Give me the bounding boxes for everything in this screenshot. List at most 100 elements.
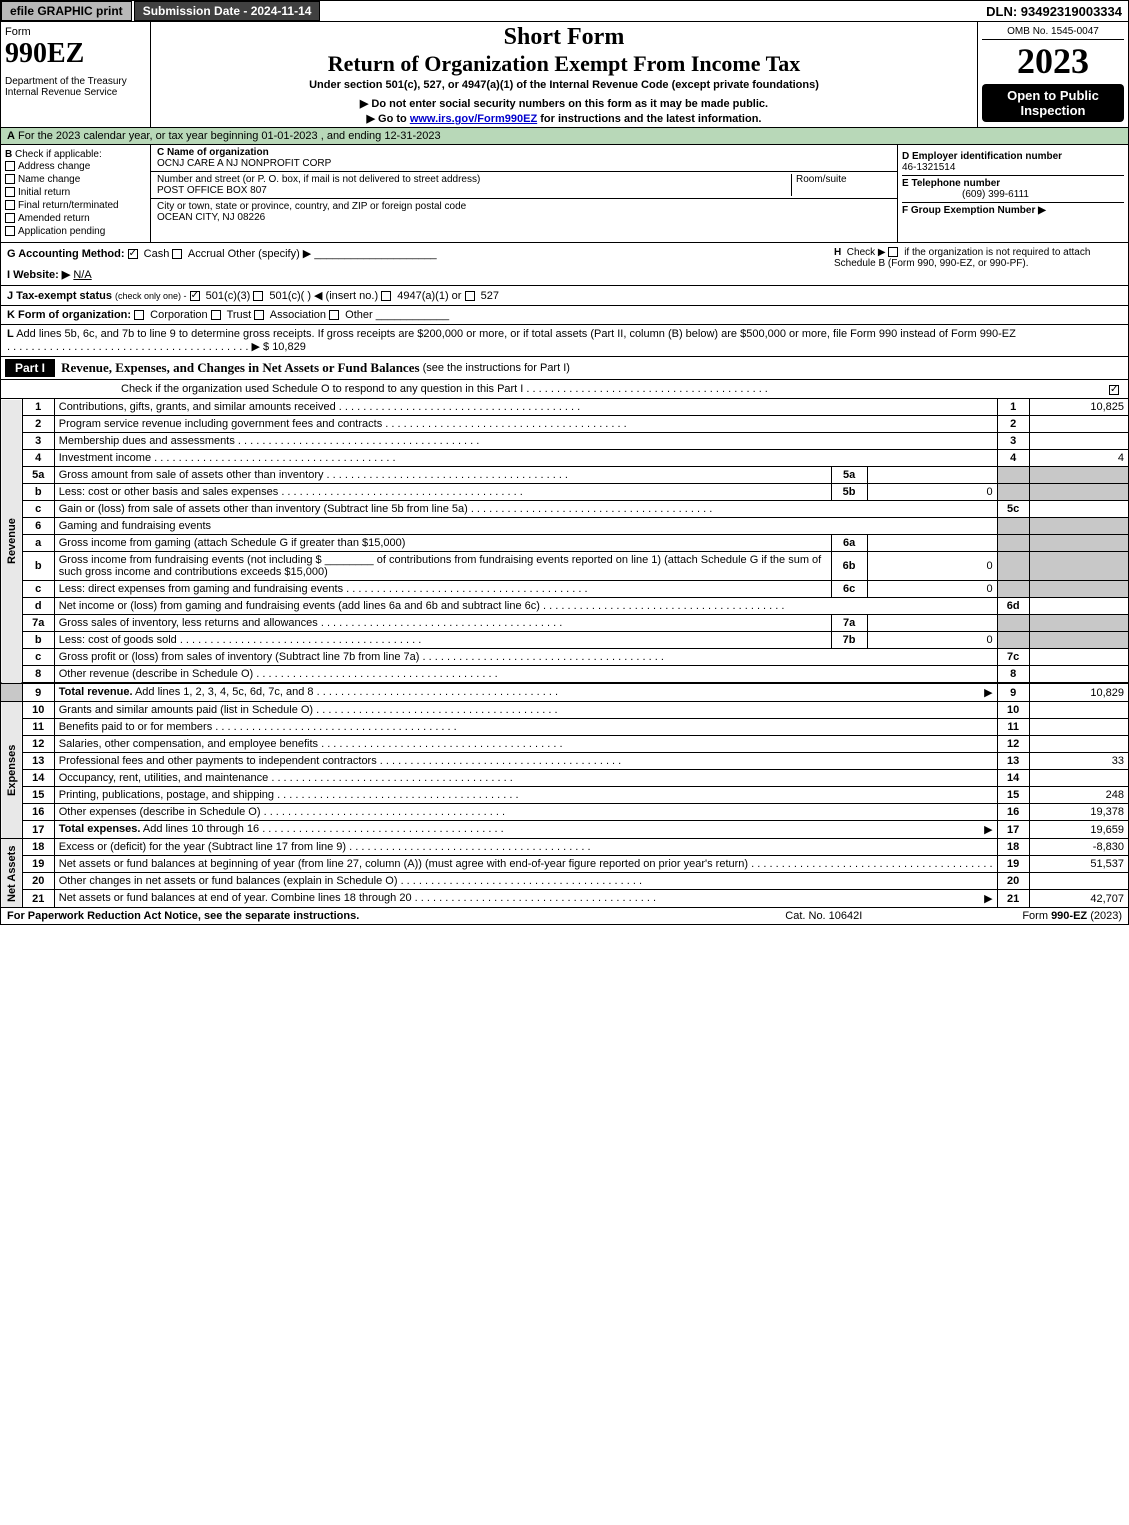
sidebar-expenses: Expenses [1, 702, 23, 839]
line-6d-value [1029, 598, 1128, 615]
line-10-value [1029, 702, 1128, 719]
line-6a-value [867, 535, 997, 552]
footer-cat-no: Cat. No. 10642I [785, 910, 862, 922]
footer-form-ref: Form 990-EZ (2023) [1022, 910, 1122, 922]
check-cash[interactable] [128, 249, 138, 259]
short-form-title: Short Form [159, 24, 969, 51]
goto-link-text: ▶ Go to www.irs.gov/Form990EZ for instru… [159, 112, 969, 125]
section-gh: G Accounting Method: Cash Accrual Other … [0, 242, 1129, 286]
g-label: G Accounting Method: [7, 248, 125, 260]
check-name-change[interactable]: Name change [5, 173, 146, 186]
section-bcd: B Check if applicable: Address change Na… [0, 145, 1129, 242]
c-street-label: Number and street (or P. O. box, if mail… [157, 174, 480, 185]
line-2-value [1029, 416, 1128, 433]
line-3-value [1029, 433, 1128, 450]
section-j: J Tax-exempt status (check only one) - 5… [0, 286, 1129, 306]
line-17-value: 19,659 [1029, 821, 1128, 839]
check-501c3[interactable] [190, 291, 200, 301]
h-schedule-b: H Check ▶ if the organization is not req… [828, 243, 1128, 285]
check-amended-return[interactable]: Amended return [5, 212, 146, 225]
line-20-value [1029, 873, 1128, 890]
line-7c-value [1029, 649, 1128, 666]
line-15-value: 248 [1029, 787, 1128, 804]
part-1-sub: (see the instructions for Part I) [423, 362, 570, 374]
tax-year: 2023 [982, 40, 1124, 82]
h-label: H [834, 247, 841, 258]
b-check-label: Check if applicable: [15, 149, 102, 160]
line-13-value: 33 [1029, 753, 1128, 770]
line-5c-value [1029, 501, 1128, 518]
line-11-value [1029, 719, 1128, 736]
org-street: POST OFFICE BOX 807 [157, 185, 267, 196]
l-label: L [7, 328, 14, 340]
department-label: Department of the Treasury Internal Reve… [5, 76, 146, 98]
part-1-label: Part I [5, 359, 55, 377]
check-other[interactable] [329, 310, 339, 320]
do-not-enter-text: ▶ Do not enter social security numbers o… [159, 97, 969, 110]
line-7b-value: 0 [867, 632, 997, 649]
line-8-value [1029, 666, 1128, 684]
line-1-value: 10,825 [1029, 399, 1128, 416]
line-5a-value [867, 467, 997, 484]
line-14-value [1029, 770, 1128, 787]
check-527[interactable] [465, 291, 475, 301]
column-c: C Name of organization OCNJ CARE A NJ NO… [151, 145, 898, 242]
l-amount: $ 10,829 [263, 341, 306, 353]
check-trust[interactable] [211, 310, 221, 320]
check-4947[interactable] [381, 291, 391, 301]
check-association[interactable] [254, 310, 264, 320]
b-label: B [5, 149, 12, 160]
ein-value: 46-1321514 [902, 162, 955, 173]
sidebar-revenue: Revenue [1, 399, 23, 683]
section-l: L Add lines 5b, 6c, and 7b to line 9 to … [0, 325, 1129, 357]
c-name-label: C Name of organization [157, 147, 269, 158]
row-a-tax-year: A For the 2023 calendar year, or tax yea… [0, 128, 1129, 145]
e-phone-label: E Telephone number [902, 178, 1000, 189]
top-bar: efile GRAPHIC print Submission Date - 20… [0, 0, 1129, 22]
phone-value: (609) 399-6111 [902, 189, 1029, 200]
check-corporation[interactable] [134, 310, 144, 320]
website-value: N/A [73, 269, 91, 281]
row-a-label: A [7, 130, 15, 142]
form-header: Form 990EZ Department of the Treasury In… [0, 22, 1129, 128]
submission-date-button[interactable]: Submission Date - 2024-11-14 [134, 1, 321, 21]
section-k: K Form of organization: Corporation Trus… [0, 306, 1129, 325]
j-label: J Tax-exempt status [7, 290, 112, 302]
check-initial-return[interactable]: Initial return [5, 186, 146, 199]
irs-link[interactable]: www.irs.gov/Form990EZ [410, 113, 537, 125]
d-ein-label: D Employer identification number [902, 151, 1062, 162]
line-6c-value: 0 [867, 581, 997, 598]
page-footer: For Paperwork Reduction Act Notice, see … [0, 908, 1129, 925]
omb-number: OMB No. 1545-0047 [982, 26, 1124, 40]
column-b: B Check if applicable: Address change Na… [1, 145, 151, 242]
check-schedule-b[interactable] [888, 247, 898, 257]
line-9-value: 10,829 [1029, 683, 1128, 702]
header-right: OMB No. 1545-0047 2023 Open to Public In… [978, 22, 1128, 127]
f-group-label: F Group Exemption Number ▶ [902, 205, 1046, 216]
part-1-title: Revenue, Expenses, and Changes in Net As… [61, 360, 419, 376]
check-final-return[interactable]: Final return/terminated [5, 199, 146, 212]
form-label: Form [5, 26, 146, 38]
part-1-table: Revenue 1 Contributions, gifts, grants, … [0, 399, 1129, 908]
efile-print-button[interactable]: efile GRAPHIC print [1, 1, 132, 21]
org-city: OCEAN CITY, NJ 08226 [157, 212, 265, 223]
check-address-change[interactable]: Address change [5, 160, 146, 173]
line-7a-value [867, 615, 997, 632]
c-city-label: City or town, state or province, country… [157, 201, 466, 212]
line-5b-value: 0 [867, 484, 997, 501]
org-name: OCNJ CARE A NJ NONPROFIT CORP [157, 158, 331, 169]
check-schedule-o-part1[interactable] [1109, 385, 1119, 395]
i-website-label: I Website: ▶ [7, 269, 70, 281]
k-label: K Form of organization: [7, 309, 131, 321]
header-left: Form 990EZ Department of the Treasury In… [1, 22, 151, 127]
column-d: D Employer identification number 46-1321… [898, 145, 1128, 242]
line-12-value [1029, 736, 1128, 753]
line-19-value: 51,537 [1029, 856, 1128, 873]
check-501c[interactable] [253, 291, 263, 301]
line-21-value: 42,707 [1029, 890, 1128, 908]
check-application-pending[interactable]: Application pending [5, 225, 146, 238]
line-18-value: -8,830 [1029, 839, 1128, 856]
row-a-text: For the 2023 calendar year, or tax year … [18, 130, 441, 142]
check-accrual[interactable] [172, 249, 182, 259]
open-to-public: Open to Public Inspection [982, 84, 1124, 122]
